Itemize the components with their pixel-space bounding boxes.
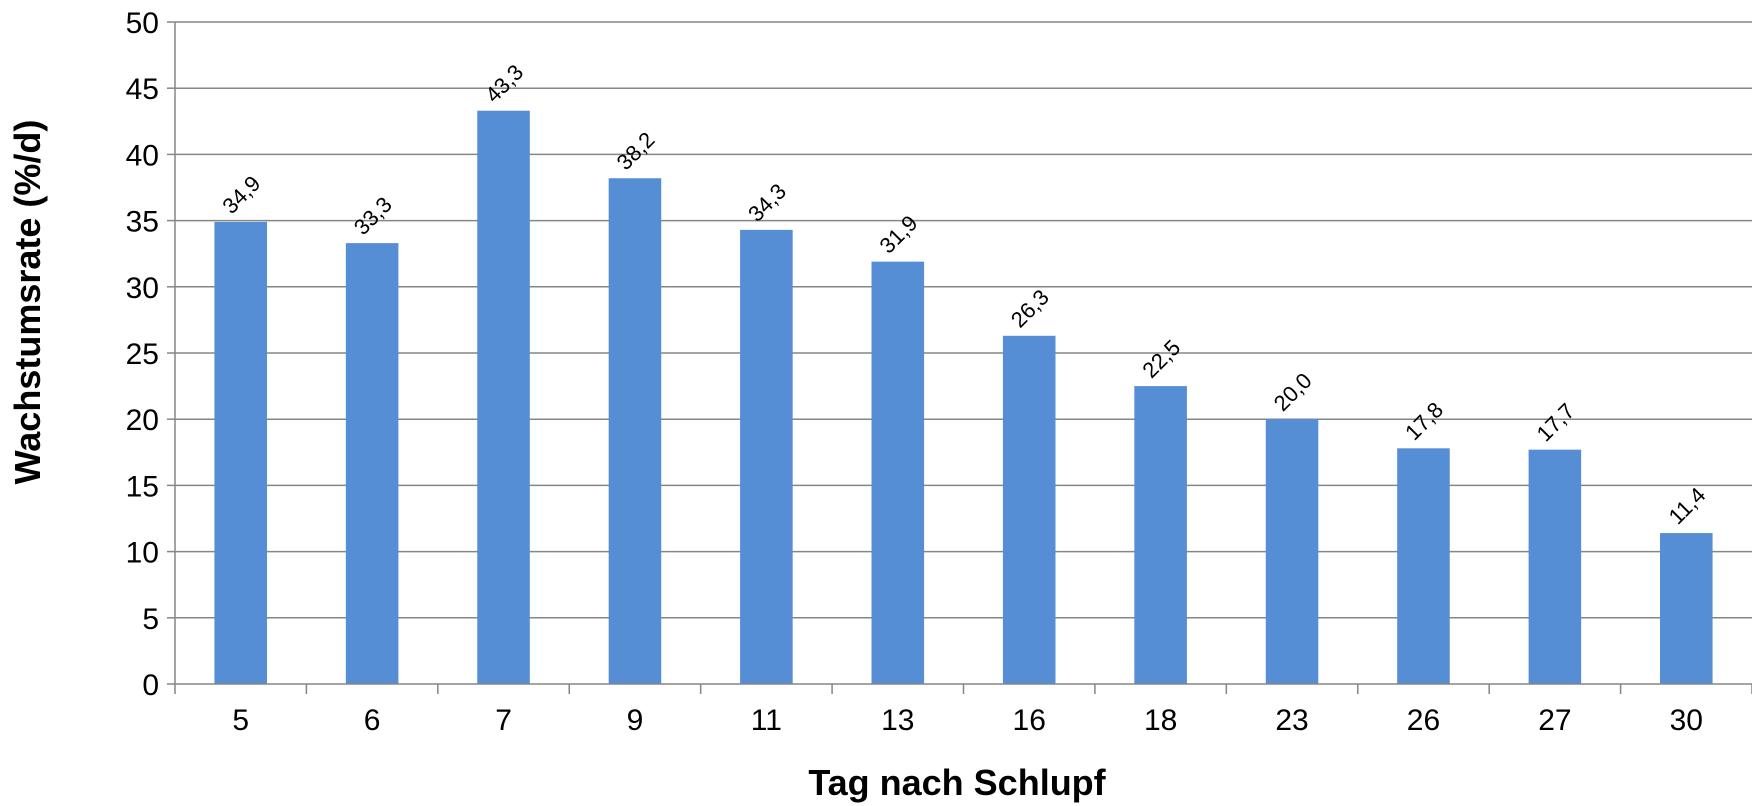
bar (477, 110, 530, 684)
x-tick-label: 30 (1670, 704, 1703, 737)
bar (1528, 449, 1582, 684)
y-tick-label: 10 (126, 537, 159, 570)
y-tick-label: 5 (142, 603, 159, 636)
x-tick-label: 6 (364, 704, 381, 737)
x-tick-label: 11 (751, 704, 782, 737)
x-tick-label: 18 (1144, 704, 1177, 737)
y-tick-label: 15 (126, 470, 159, 503)
data-label: 20,0 (1269, 368, 1317, 416)
data-label: 11,4 (1664, 482, 1711, 529)
x-tick-label: 5 (232, 704, 249, 737)
x-tick-label: 7 (495, 704, 512, 737)
x-tick-label: 27 (1538, 704, 1571, 737)
bar (1397, 448, 1450, 684)
bar (871, 261, 925, 684)
x-axis-title: Tag nach Schlupf (808, 762, 1106, 803)
data-label: 17,8 (1400, 397, 1448, 445)
y-tick-label: 50 (126, 7, 159, 40)
bar (1265, 419, 1319, 684)
bar (1002, 335, 1056, 684)
x-tick-labels: 5 6 7 9 11 13 16 18 23 26 27 30 (232, 704, 1703, 737)
x-tick-label: 9 (627, 704, 644, 737)
bar (1134, 386, 1187, 684)
data-label: 17,7 (1532, 398, 1580, 446)
gridlines (175, 21, 1752, 619)
y-tick-label: 20 (126, 404, 159, 437)
y-axis-title: Wachstumsrate (%/d) (7, 120, 48, 485)
x-tick-label: 26 (1407, 704, 1440, 737)
data-label: 26,3 (1006, 285, 1054, 333)
bar (345, 243, 399, 684)
y-tick-label: 30 (126, 272, 159, 305)
data-label: 22,5 (1137, 335, 1185, 383)
y-tick-label: 35 (126, 206, 159, 239)
y-tick-label: 0 (142, 669, 159, 702)
bars (214, 110, 1713, 685)
data-label: 34,9 (217, 171, 265, 219)
x-tick-label: 16 (1013, 704, 1046, 737)
data-label: 33,3 (349, 192, 397, 240)
bar (214, 221, 267, 684)
bar (740, 229, 793, 685)
bar (1660, 533, 1713, 684)
data-labels: 34,9 33,3 43,3 38,2 34,3 31,9 26,3 22,5 20,0 17,8… (217, 59, 1710, 529)
axes (167, 21, 1752, 694)
data-label: 43,3 (480, 59, 528, 107)
bar (608, 178, 662, 684)
x-tick-label: 13 (881, 704, 914, 737)
x-tick-label: 23 (1275, 704, 1308, 737)
y-tick-label: 25 (126, 338, 159, 371)
y-tick-label: 45 (126, 73, 159, 106)
data-label: 38,2 (612, 127, 660, 175)
y-tick-labels: 0 5 10 15 20 25 30 35 40 45 50 (126, 7, 159, 702)
data-label: 31,9 (875, 210, 923, 258)
y-tick-label: 40 (126, 139, 159, 172)
data-label: 34,3 (743, 179, 791, 227)
